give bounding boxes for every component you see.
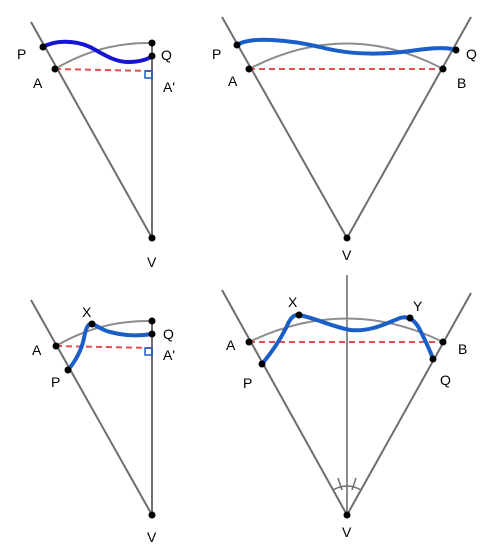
label-q: Q	[440, 372, 451, 388]
label-v: V	[342, 247, 352, 263]
ray-va	[30, 299, 153, 516]
point-x	[88, 320, 96, 328]
label-v: V	[342, 524, 352, 540]
chord-a-aprime	[55, 345, 153, 349]
angle-arc	[332, 485, 362, 491]
point-x	[295, 311, 303, 319]
point-q	[452, 46, 460, 54]
label-v: V	[147, 254, 157, 270]
label-b: B	[458, 341, 467, 357]
angle-tick-left	[337, 477, 343, 491]
label-p: P	[51, 374, 60, 390]
ray-va	[221, 16, 348, 239]
point-q	[429, 355, 437, 363]
label-a-prime: A'	[163, 347, 175, 363]
point-p	[64, 366, 72, 374]
chord-a-aprime	[54, 68, 153, 72]
label-a: A	[226, 337, 236, 353]
label-q: Q	[163, 326, 174, 342]
point-b	[439, 65, 447, 73]
point-q	[148, 52, 156, 60]
ray-va	[221, 289, 348, 516]
point-a	[51, 65, 59, 73]
label-a: A	[228, 73, 238, 89]
label-b: B	[457, 75, 466, 91]
arc-a-q	[54, 41, 153, 70]
point-q	[148, 330, 156, 338]
panel-bottom-left: X A P Q A' V	[30, 299, 175, 545]
point-arc-end	[148, 39, 156, 47]
point-v	[343, 511, 351, 519]
label-a: A	[32, 342, 42, 358]
label-y: Y	[413, 298, 423, 314]
label-x: X	[288, 294, 298, 310]
path-p-q	[235, 37, 458, 56]
point-p	[258, 360, 266, 368]
point-a	[245, 338, 253, 346]
point-a	[52, 342, 60, 350]
label-q: Q	[161, 47, 172, 63]
ray-va	[30, 21, 153, 239]
ray-vb	[346, 16, 472, 239]
label-x: X	[82, 304, 92, 320]
label-q: Q	[466, 46, 477, 62]
point-v	[148, 234, 156, 242]
point-b	[439, 338, 447, 346]
point-p	[233, 41, 241, 49]
ray-vb	[346, 292, 472, 516]
point-p	[39, 43, 47, 51]
label-a: A	[33, 75, 43, 91]
point-v	[343, 234, 351, 242]
panel-top-right: P A Q B V	[212, 16, 477, 263]
point-a	[245, 65, 253, 73]
panel-bottom-right: X Y A B P Q V	[221, 275, 472, 540]
path-p-x-y-q	[260, 312, 435, 366]
label-a-prime: A'	[163, 79, 175, 95]
point-arc-end	[148, 317, 156, 325]
panel-top-left: P A Q A' V	[17, 21, 175, 270]
right-angle-marker	[144, 70, 153, 79]
point-y	[406, 314, 414, 322]
angle-tick-right	[351, 477, 357, 491]
point-v	[148, 511, 156, 519]
label-p: P	[17, 46, 26, 62]
path-p-q	[41, 39, 154, 65]
label-p: P	[243, 375, 252, 391]
label-v: V	[147, 529, 157, 545]
label-p: P	[212, 46, 221, 62]
arc-a-b	[248, 42, 444, 70]
right-angle-marker	[144, 347, 153, 356]
